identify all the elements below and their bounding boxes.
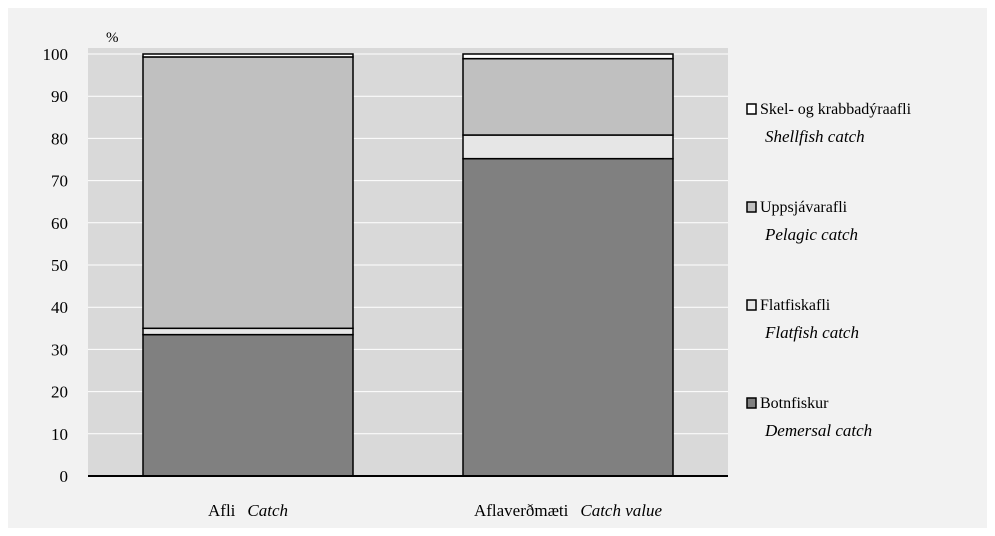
x-category-label: Afli Catch (208, 501, 288, 520)
y-axis-unit-label: % (106, 30, 119, 46)
y-tick-label: 50 (51, 256, 68, 275)
y-tick-label: 70 (51, 172, 68, 191)
legend-label-en: Shellfish catch (765, 127, 865, 146)
bar-segment (462, 134, 674, 160)
bar-segment (142, 333, 354, 477)
bar-segment (462, 57, 674, 136)
y-tick-label: 90 (51, 87, 68, 106)
legend: Skel- og krabbadýraafli Shellfish catch Up… (746, 101, 912, 440)
legend-swatch (746, 299, 757, 311)
legend-label-en: Pelagic catch (764, 225, 858, 244)
x-category-label-is: Afli (208, 501, 236, 520)
x-axis-categories: Afli Catch Aflaverðmæti Catch value (208, 501, 663, 520)
bar-segment (142, 327, 354, 336)
legend-swatch (746, 201, 757, 213)
y-axis-ticks: 0 10 20 30 40 50 60 70 80 90 100 (43, 45, 69, 486)
legend-label-en: Flatfish catch (764, 323, 859, 342)
bar-segment (462, 157, 674, 477)
stacked-bar-chart: 0 10 20 30 40 50 60 70 80 90 100 Afli Catch Aflaverð… (43, 30, 912, 520)
y-tick-label: 10 (51, 425, 68, 444)
legend-label-en: Demersal catch (764, 421, 872, 440)
y-tick-label: 40 (51, 298, 68, 317)
bar-segment (462, 53, 674, 60)
y-tick-label: 100 (43, 45, 69, 64)
legend-label: Skel- og krabbadýraafli (760, 101, 912, 118)
x-category-label-en: Catch value (580, 501, 662, 520)
legend-label: Uppsjávarafli (760, 199, 848, 216)
y-tick-label: 0 (60, 467, 69, 486)
y-tick-label: 30 (51, 340, 68, 359)
x-category-label-is: Aflaverðmæti (474, 501, 569, 520)
legend-label: Flatfiskafli (760, 297, 831, 314)
x-category-label: Aflaverðmæti Catch value (474, 501, 663, 520)
bars (142, 53, 674, 477)
legend-swatch (746, 397, 757, 409)
y-tick-label: 60 (51, 214, 68, 233)
y-tick-label: 20 (51, 383, 68, 402)
legend-label: Botnfiskur (760, 395, 829, 412)
chart-area: 0 10 20 30 40 50 60 70 80 90 100 Afli Catch Aflaverð… (8, 8, 987, 528)
legend-swatch (746, 103, 757, 115)
bar-segment (142, 56, 354, 330)
x-category-label-en: Catch (247, 501, 288, 520)
bar-segment (142, 53, 354, 58)
y-tick-label: 80 (51, 129, 68, 148)
